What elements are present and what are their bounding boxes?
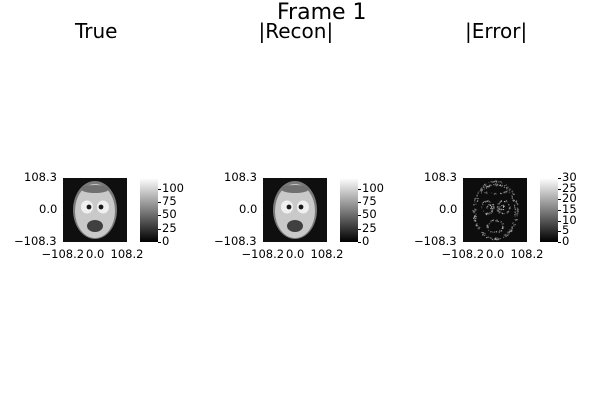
- colorbar-gradient: [340, 178, 358, 242]
- colorbar-tick-mark: [358, 242, 361, 243]
- heatmap-image: [263, 178, 327, 242]
- colorbar-tick-label: 0: [562, 234, 570, 248]
- right-pupil: [298, 204, 304, 210]
- colorbar-tick-mark: [158, 202, 161, 203]
- x-tick-label: 0.0: [286, 247, 305, 261]
- x-tick-label: 0.0: [86, 247, 105, 261]
- heatmap-image: [463, 178, 527, 242]
- colorbar-tick-mark: [558, 242, 561, 243]
- y-tick-label: 0.0: [439, 202, 458, 216]
- heatmap-image: [63, 178, 127, 242]
- colorbar-tick-label: 50: [162, 207, 177, 222]
- colorbar-tick-label: 75: [162, 194, 177, 208]
- y-tick-label: −108.3: [214, 234, 257, 248]
- colorbar-tick-mark: [358, 215, 361, 217]
- colorbar-tick-label: 10: [562, 212, 577, 227]
- colorbar-tick-mark: [358, 202, 361, 203]
- colorbar-tick-mark: [558, 231, 561, 233]
- y-tick-label: 108.3: [424, 170, 457, 184]
- x-tick-label: 0.0: [486, 247, 505, 261]
- y-tick-label: 0.0: [239, 202, 258, 216]
- right-pupil: [98, 204, 104, 210]
- colorbar-tick-label: 25: [162, 220, 177, 235]
- y-tick-label: −108.3: [14, 234, 57, 248]
- colorbar-tick-label: 5: [562, 223, 570, 238]
- colorbar-tick-mark: [158, 188, 161, 190]
- colorbar: [340, 178, 358, 242]
- colorbar: [140, 178, 158, 242]
- forehead-band: [81, 185, 109, 193]
- forehead-band: [281, 185, 309, 193]
- x-tick-label: 108.2: [310, 247, 344, 261]
- colorbar-tick-label: 50: [362, 207, 377, 222]
- colorbar-gradient: [540, 178, 558, 242]
- colorbar-tick-label: 100: [362, 180, 384, 195]
- y-tick-label: 108.3: [224, 170, 257, 184]
- colorbar-tick-mark: [158, 215, 161, 217]
- y-tick-label: 0.0: [39, 202, 58, 216]
- left-pupil: [86, 204, 92, 210]
- panel-title: |Error|: [465, 19, 528, 43]
- colorbar-tick-label: 75: [362, 194, 377, 208]
- head-interior: [275, 184, 315, 238]
- x-tick-label: 108.2: [110, 247, 144, 261]
- colorbar-tick-label: 30: [562, 170, 577, 184]
- colorbar-tick-mark: [558, 220, 561, 222]
- colorbar-tick-mark: [558, 188, 561, 190]
- colorbar-tick-mark: [158, 228, 161, 230]
- colorbar-gradient: [140, 178, 158, 242]
- left-pupil: [286, 204, 292, 210]
- head-interior: [75, 184, 115, 238]
- mouth: [287, 220, 303, 232]
- panel-title: |Recon|: [258, 19, 334, 43]
- colorbar-tick-mark: [558, 199, 561, 201]
- colorbar-tick-label: 20: [562, 191, 577, 206]
- colorbar-tick-mark: [558, 210, 561, 211]
- x-tick-label: −108.2: [41, 247, 85, 261]
- y-tick-label: 108.3: [24, 170, 57, 184]
- mouth: [87, 220, 103, 232]
- colorbar-tick-mark: [558, 178, 561, 179]
- x-tick-label: 108.2: [510, 247, 544, 261]
- y-tick-label: −108.3: [414, 234, 457, 248]
- colorbar-tick-label: 0: [362, 234, 370, 248]
- figure-title: Frame 1: [277, 0, 367, 25]
- colorbar-tick-label: 0: [162, 234, 170, 248]
- colorbar-tick-label: 15: [562, 202, 577, 216]
- colorbar: [540, 178, 558, 242]
- colorbar-tick-mark: [158, 242, 161, 243]
- error-edges: [472, 180, 519, 241]
- colorbar-tick-label: 100: [162, 180, 184, 195]
- colorbar-tick-label: 25: [562, 180, 577, 195]
- panel-title: True: [75, 19, 118, 43]
- colorbar-tick-mark: [358, 188, 361, 190]
- colorbar-tick-mark: [358, 228, 361, 230]
- x-tick-label: −108.2: [241, 247, 285, 261]
- x-tick-label: −108.2: [441, 247, 485, 261]
- colorbar-tick-label: 25: [362, 220, 377, 235]
